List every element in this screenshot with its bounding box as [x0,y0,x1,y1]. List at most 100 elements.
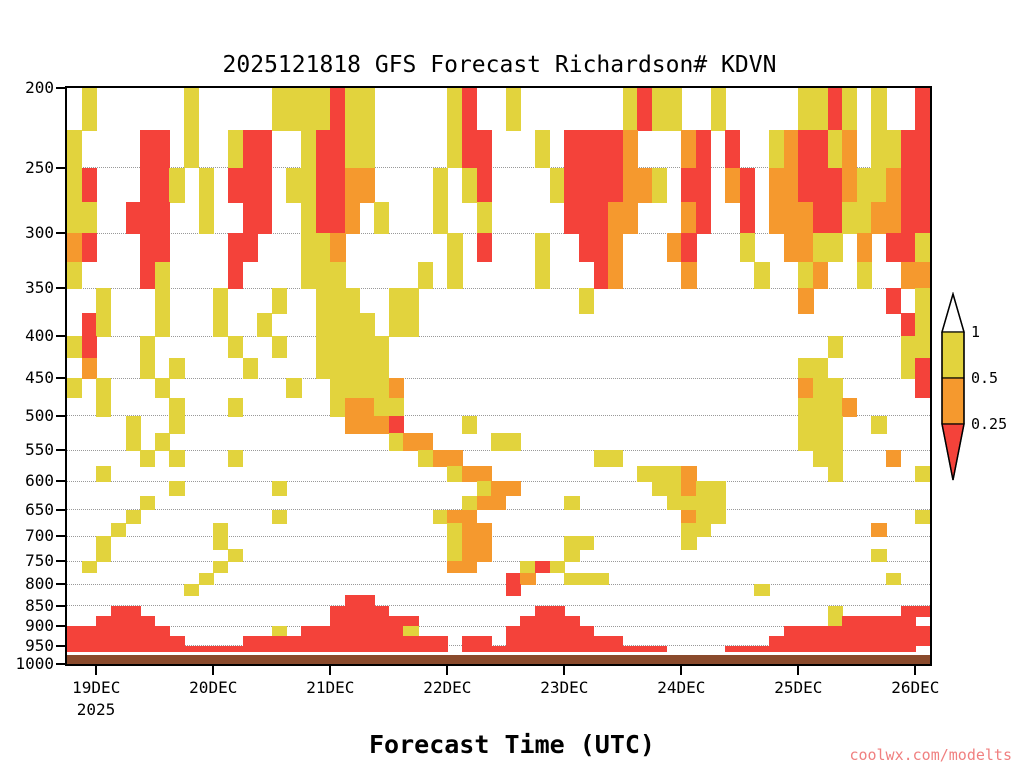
richardson-cell [476,636,492,647]
x-tick-label: 21DEC [306,678,355,697]
richardson-cell [476,536,492,550]
richardson-cell [476,645,492,656]
richardson-cell [695,509,712,524]
richardson-cell [96,548,112,562]
richardson-cell [140,201,156,234]
pressure-gridline [67,535,930,537]
richardson-cell [520,645,536,656]
y-tick-mark [56,508,65,511]
richardson-cell [286,88,302,131]
richardson-cell [301,167,317,203]
richardson-cell [198,201,214,234]
richardson-cell [476,523,492,537]
richardson-cell [447,548,463,562]
richardson-cell [564,636,580,647]
richardson-cell [505,88,522,131]
richardson-cell [447,450,463,467]
richardson-cell [681,261,697,289]
pressure-gridline [67,583,930,585]
richardson-cell [154,167,170,203]
richardson-cell [374,626,390,637]
richardson-cell [67,261,83,289]
richardson-cell [593,167,609,203]
richardson-cell [330,167,346,203]
pressure-gridline [67,605,930,607]
richardson-cell [227,450,244,467]
terrain-cell [447,654,463,664]
richardson-cell [96,465,112,482]
richardson-cell [608,167,624,203]
terrain-cell [871,654,887,664]
richardson-cell [827,645,843,656]
richardson-cell [739,233,756,263]
richardson-cell [842,130,858,169]
richardson-cell [110,523,127,537]
richardson-cell [271,509,287,524]
richardson-cell [330,378,346,399]
terrain-cell [242,654,258,664]
richardson-cell [812,233,829,263]
richardson-cell [798,88,814,131]
richardson-cell [403,636,419,647]
richardson-cell [432,167,448,203]
terrain-cell [96,654,112,664]
richardson-cell [403,433,419,451]
richardson-cell [900,336,916,359]
y-tick-label: 500 [25,405,54,425]
richardson-cell [301,88,317,131]
richardson-cell [549,561,565,574]
richardson-cell [461,465,478,482]
chart-title: 2025121818 GFS Forecast Richardson# KDVN [222,52,777,78]
y-tick-label: 800 [25,574,54,594]
richardson-cell [549,636,565,647]
richardson-cell [315,357,331,379]
richardson-cell [125,626,141,637]
richardson-cell [374,415,390,434]
richardson-cell [812,88,829,131]
richardson-cell [227,167,244,203]
richardson-cell [871,415,887,434]
richardson-cell [344,645,361,656]
richardson-cell [681,495,697,511]
richardson-cell [915,130,930,169]
richardson-cell [886,450,902,467]
richardson-cell [622,88,639,131]
richardson-cell [374,645,390,656]
richardson-cell [271,636,287,647]
richardson-cell [330,288,346,314]
richardson-cell [110,645,127,656]
richardson-cell [622,201,639,234]
richardson-cell [388,636,404,647]
richardson-cell [67,201,83,234]
richardson-cell [213,312,229,337]
richardson-cell [67,645,83,656]
richardson-cell [900,645,916,656]
colorbar-segment-above-1 [941,292,965,333]
richardson-cell [227,336,244,359]
terrain-cell [403,654,419,664]
richardson-cell [505,584,522,596]
richardson-cell [549,605,565,617]
richardson-cell [344,595,361,607]
richardson-cell [359,605,375,617]
richardson-cell [769,167,785,203]
richardson-cell [213,523,229,537]
richardson-cell [418,450,434,467]
richardson-cell [812,167,829,203]
terrain-cell [505,654,522,664]
terrain-cell [798,654,814,664]
richardson-cell [301,636,317,647]
y-tick-mark [56,625,65,628]
terrain-cell [608,654,624,664]
colorbar-label-1: 1 [971,323,980,341]
richardson-cell [476,495,492,511]
terrain-cell [578,654,595,664]
richardson-cell [564,201,580,234]
richardson-cell [505,572,522,585]
y-tick-label: 200 [25,78,54,97]
richardson-cell [798,167,814,203]
richardson-cell [315,167,331,203]
richardson-cell [432,636,448,647]
richardson-cell [578,288,595,314]
richardson-cell [271,88,287,131]
